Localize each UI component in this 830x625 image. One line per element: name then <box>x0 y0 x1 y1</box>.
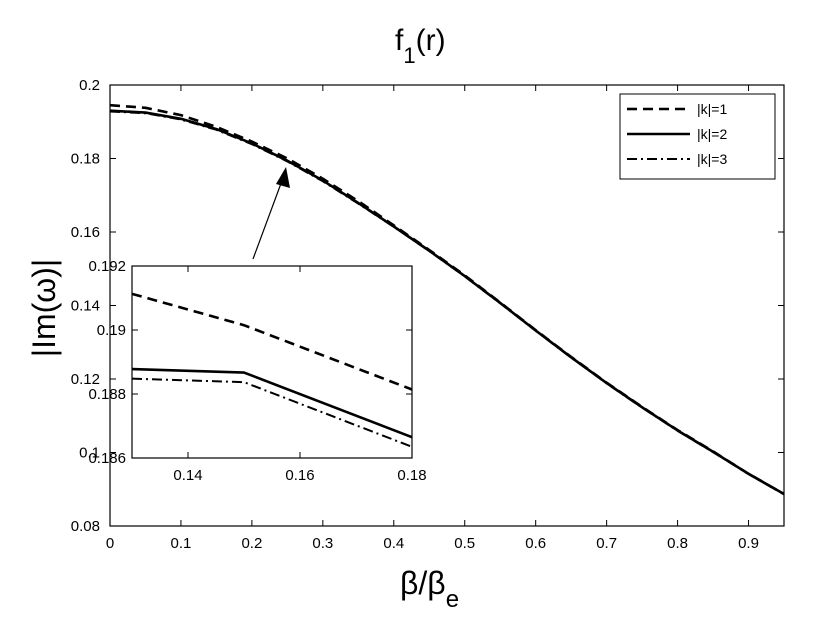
legend-label-k2: |k|=2 <box>697 126 727 142</box>
inset-plot: 0.14 0.16 0.18 0.186 0.188 0.19 0.192 <box>88 258 426 484</box>
inset-ytick-label-0: 0.186 <box>88 450 126 467</box>
legend-label-k3: |k|=3 <box>697 151 727 167</box>
x-axis-label: β/βe <box>400 565 459 613</box>
annotation-arrow <box>252 167 290 260</box>
inset-frame <box>131 265 413 459</box>
main-xtick-label-5: 0.5 <box>454 535 475 552</box>
main-xtick-label-3: 0.3 <box>312 535 333 552</box>
arrow-head-icon <box>276 167 290 188</box>
main-ytick-label-0: 0.08 <box>71 518 100 535</box>
main-ytick-label-4: 0.16 <box>71 224 100 241</box>
chart-title-main: f <box>395 24 404 57</box>
legend-label-k1: |k|=1 <box>697 101 727 117</box>
main-series <box>109 103 785 496</box>
main-ytick-label-6: 0.2 <box>79 77 100 94</box>
inset-xtick-label-1: 0.16 <box>285 467 314 484</box>
x-axis-label-subscript: e <box>446 586 459 613</box>
inset-ticks: 0.14 0.16 0.18 0.186 0.188 0.19 0.192 <box>88 258 426 484</box>
arrow-shaft <box>252 177 284 260</box>
inset-series-line-k2 <box>131 367 413 439</box>
inset-ytick-label-1: 0.188 <box>88 386 126 403</box>
main-xtick-label-1: 0.1 <box>171 535 192 552</box>
main-xtick-label-9: 0.9 <box>738 535 759 552</box>
legend-entry-k1: |k|=1 <box>627 101 727 117</box>
chart-title: f1(r) <box>395 24 446 68</box>
main-xtick-label-2: 0.2 <box>241 535 262 552</box>
main-ytick-label-5: 0.18 <box>71 151 100 168</box>
inset-ytick-label-3: 0.192 <box>88 258 126 275</box>
main-ticks: 0 0.1 0.2 0.3 0.4 0.5 0.6 0.7 0.8 0.90.080.10.120… <box>71 77 784 552</box>
main-xtick-label-8: 0.8 <box>667 535 688 552</box>
main-series-line-k3 <box>109 110 785 496</box>
legend-entry-k3: |k|=3 <box>627 151 727 167</box>
legend: |k|=1 |k|=2 |k|=3 <box>619 93 776 180</box>
main-ytick-label-1: 0.1 <box>79 445 100 462</box>
main-xtick-label-6: 0.6 <box>525 535 546 552</box>
inset-ytick-label-2: 0.19 <box>97 322 126 339</box>
main-ytick-label-2: 0.12 <box>71 371 100 388</box>
y-axis-label: |Im(ω)| <box>26 259 62 357</box>
main-xtick-label-4: 0.4 <box>383 535 404 552</box>
inset-series-line-k1 <box>131 292 413 391</box>
inset-xtick-label-2: 0.18 <box>397 467 426 484</box>
legend-entry-k2: |k|=2 <box>627 126 727 142</box>
inset-xtick-label-0: 0.14 <box>173 467 202 484</box>
chart-title-rest: (r) <box>416 24 446 57</box>
inset-series <box>131 292 413 448</box>
main-xtick-label-7: 0.7 <box>596 535 617 552</box>
x-axis-label-main: β/β <box>400 565 446 601</box>
chart-title-subscript: 1 <box>403 43 415 68</box>
main-xtick-label-0: 0 <box>106 535 114 552</box>
main-ytick-label-3: 0.14 <box>71 298 100 315</box>
